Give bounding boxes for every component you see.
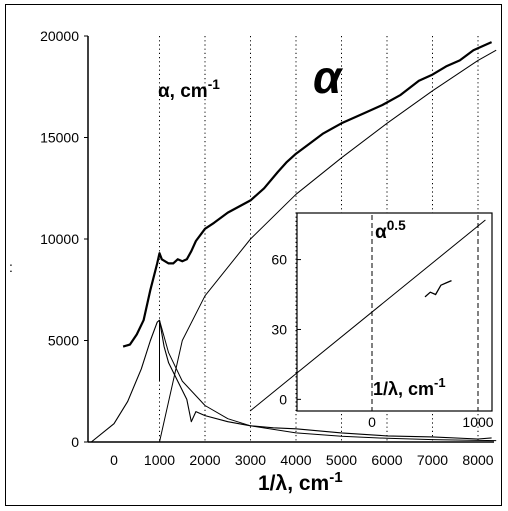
- y-tick-labels: 0 5000 10000 15000 20000: [40, 28, 79, 450]
- series-alpha-fit: [159, 49, 497, 443]
- x-tick-label: 4000: [280, 452, 311, 468]
- y-tick-label: 20000: [40, 28, 79, 44]
- series-alpha-measured: [122, 41, 493, 348]
- inset-x-tick-labels: 0 1000: [368, 414, 494, 430]
- series-transmission-fit: [159, 320, 497, 442]
- inset-series-measured: [424, 280, 452, 298]
- x-tick-label: 1000: [144, 452, 175, 468]
- inset-frame: [296, 212, 493, 412]
- x-tick-label: 6000: [371, 452, 402, 468]
- inset-series: [249, 219, 486, 412]
- x-tick-label: 2000: [189, 452, 220, 468]
- x-tick-label: 8000: [462, 452, 493, 468]
- x-tick-label: 5000: [326, 452, 357, 468]
- y-tick-label: 0: [71, 434, 79, 450]
- x-axis-label: 1/λ, cm-1: [258, 469, 343, 495]
- x-tick-label: 3000: [235, 452, 266, 468]
- series-transmission-measured: [90, 319, 492, 443]
- inset-x-tick-label: 0: [368, 414, 376, 430]
- x-tick-label: 0: [110, 452, 118, 468]
- x-tick-labels: 0 1000 2000 3000 4000 5000 6000 7000 8000: [110, 452, 494, 468]
- y-tick-label: 5000: [48, 333, 79, 349]
- inset-y-tick-label: 60: [271, 252, 287, 268]
- inset-y-tick-labels: 0 30 60: [271, 252, 287, 408]
- main-series: [90, 41, 497, 443]
- inset-grid: [297, 215, 479, 411]
- figure-frame: [5, 4, 502, 506]
- inset-x-axis-label: 1/λ, cm-1: [373, 375, 446, 399]
- inset-title: α0.5: [375, 218, 406, 243]
- y-axis-label: α, cm-1: [158, 77, 220, 102]
- inset-x-tick-label: 1000: [462, 414, 493, 430]
- chart-title: α: [313, 51, 344, 103]
- y-tick-label: 10000: [40, 231, 79, 247]
- inset-y-tick-label: 30: [271, 321, 287, 337]
- inset-y-tick-label: 0: [279, 391, 287, 407]
- inset-series-fit: [249, 219, 486, 412]
- y-tick-label: 15000: [40, 130, 79, 146]
- y-axis-side-label: :: [9, 259, 13, 275]
- x-tick-label: 7000: [417, 452, 448, 468]
